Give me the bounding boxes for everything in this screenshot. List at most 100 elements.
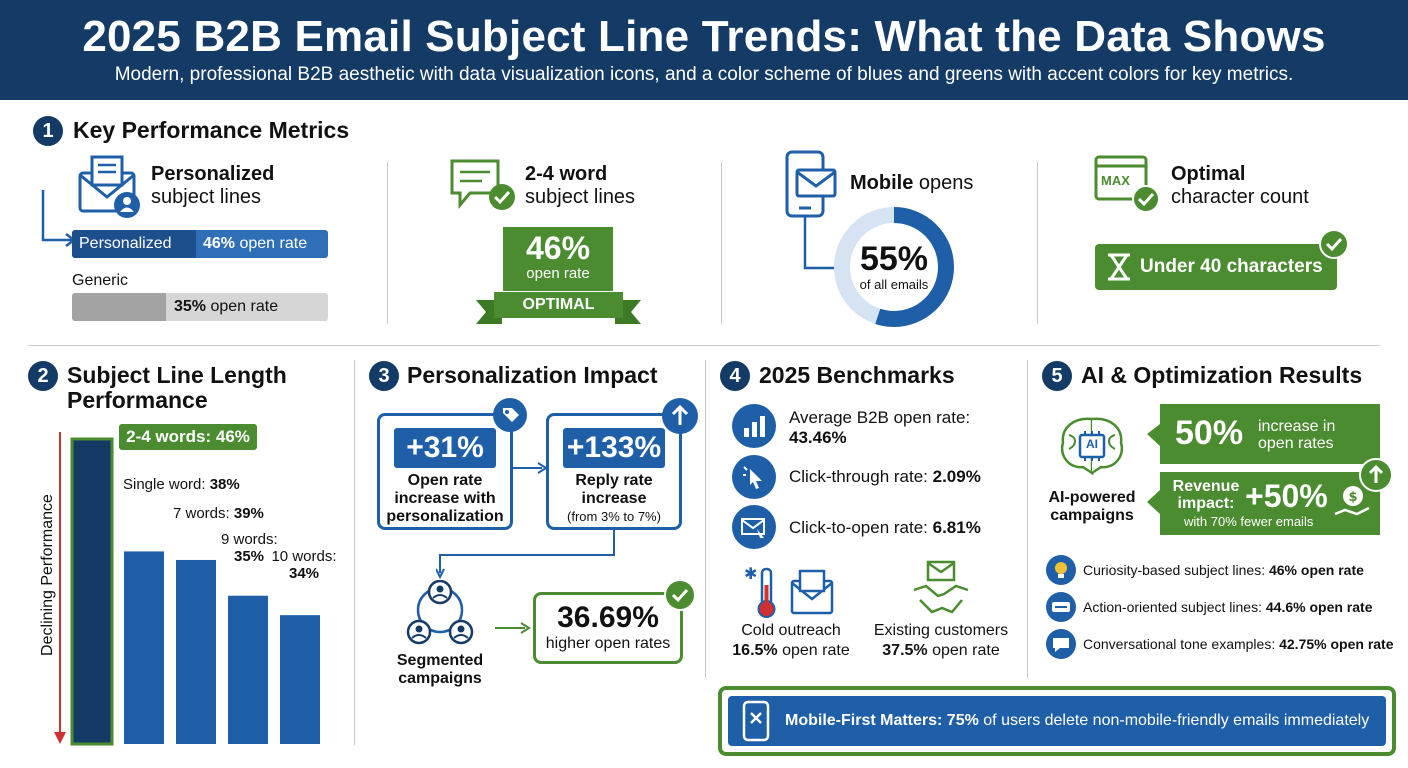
segment-line2: campaigns [398,670,482,687]
segment-line1: Segmented [396,652,484,669]
bar-label-text: Single word: [123,476,210,493]
thermometer-mail-icon: ✱ [744,565,834,618]
box-line3: (from 3% to 7%) [567,509,661,524]
divider [1027,360,1028,678]
personalization-reply-box: +133% Reply rate increase (from 3% to 7%… [546,413,682,530]
ai-label: AI-powered campaigns [1042,489,1142,525]
personalization-open-box: +31% Open rate increase with personaliza… [377,413,513,530]
box-line2: increase [581,490,647,507]
check-icon [664,579,696,611]
benchmark-row: Click-to-open rate: 6.81% [789,518,981,538]
bar-label-3: 9 words: 35% [221,531,278,565]
optimal-badge: 46% open rate [503,227,613,291]
generic-label: Generic [72,272,129,289]
mail-cursor-icon [732,505,776,549]
banner-text: Mobile-First Matters: 75% of users delet… [785,712,1369,730]
benchmark-label: Average B2B open rate: [789,408,971,427]
handshake-icon [913,560,969,614]
section-number: 5 [1042,361,1072,391]
banner-rest: of users delete non-mobile-friendly emai… [978,712,1370,729]
ai-label-line2: campaigns [1050,507,1134,524]
segment-result-box: 36.69% higher open rates [533,592,683,664]
ai-chip-label: AI [1086,437,1098,451]
section-number: 1 [33,116,63,146]
optimization-item: Conversational tone examples: 42.75% ope… [1083,636,1394,652]
chat-bubble-icon [1046,629,1076,659]
page-title: 2025 B2B Email Subject Line Trends: What… [82,12,1326,61]
item-label: Action-oriented subject lines: [1083,599,1266,615]
existing-value: 37.5% [882,642,928,659]
header-banner: 2025 B2B Email Subject Line Trends: What… [0,0,1408,100]
benchmark-value: 43.46% [789,428,847,447]
mobile-first-banner: Mobile-First Matters: 75% of users delet… [718,686,1396,756]
benchmark-value: 2.09% [932,467,981,486]
banner-bold: Mobile-First Matters: [785,712,943,729]
item-label: Curiosity-based subject lines: [1083,562,1269,578]
section-number: 3 [369,361,399,391]
length-bar-chart [70,437,320,746]
divider [354,360,355,745]
personalized-bar-fill [72,230,196,258]
bar-7-words [176,559,216,744]
card-title-rest: subject lines [525,186,636,208]
ribbon-label: OPTIMAL [522,296,595,313]
section-title: Subject Line Length Performance [67,363,287,413]
phone-x-icon [742,700,770,742]
bar-single-word [124,551,164,744]
bar-label-1: Single word: 38% [123,476,240,493]
money-hand-icon: $ [1334,486,1370,516]
optimization-item: Action-oriented subject lines: 44.6% ope… [1083,599,1372,615]
divider [1037,162,1038,324]
cold-outreach: Cold outreach 16.5% open rate [730,621,852,661]
bar-label-4: 10 words: 34% [271,548,337,582]
open-rate-value: +31% [394,428,496,468]
personalized-suffix: open rate [239,235,308,252]
generic-suffix: open rate [210,298,279,315]
max-label: MAX [1101,173,1130,188]
mobile-value: 55% [859,240,929,278]
existing-label: Existing customers [873,622,1009,639]
item-value: 46% open rate [1268,562,1364,578]
ai-brain-icon [1060,417,1124,476]
box-line2: increase with [394,490,496,507]
stat2-prefix: Revenue impact: [1168,478,1244,512]
segment-result-value: 36.69% [557,601,659,634]
bar-label-text: 2-4 words: [126,427,216,446]
benchmark-label: Click-to-open rate: [789,518,933,537]
existing-suffix: open rate [927,642,1000,659]
card-title-rest: character count [1171,186,1309,208]
section-title: 2025 Benchmarks [759,362,955,388]
generic-value: 35% [174,298,207,315]
optimal-value-label: open rate [526,265,590,282]
bar-label-value: 35% [234,548,265,565]
section-title: Key Performance Metrics [73,117,350,143]
tag-icon [493,398,527,432]
mobile-donut-chart [834,207,954,327]
card-title-bold: Optimal [1171,163,1246,185]
page-subtitle: Modern, professional B2B aesthetic with … [114,64,1294,85]
card-title-bold: Personalized [151,163,275,185]
bar-label-value: 38% [209,476,240,493]
segment-result-label: higher open rates [545,635,671,652]
ribbon-shape [476,292,641,324]
benchmark-row: Click-through rate: 2.09% [789,467,981,487]
divider [387,162,388,324]
cold-value: 16.5% [732,642,778,659]
card-title-bold: 2-4 word [525,163,608,185]
section-number: 4 [720,361,750,391]
stat2-prefix-line1: Revenue [1172,478,1240,495]
char-count-badge [1095,244,1337,290]
bar-label-value: 39% [233,505,264,522]
section-title: Personalization Impact [407,362,658,388]
max-window-icon [1094,155,1160,213]
box-line1: Reply rate [575,472,653,489]
bar-chart-icon [732,404,776,448]
stat1-value: 50% [1175,414,1244,452]
stat-callouts [1147,404,1380,535]
optimization-item: Curiosity-based subject lines: 46% open … [1083,562,1364,578]
stat2-sub: with 70% fewer emails [1184,514,1314,529]
envelope-user-icon [41,155,140,247]
divider [721,162,722,324]
card-title-rest: opens [918,172,974,194]
section-divider [28,345,1380,346]
